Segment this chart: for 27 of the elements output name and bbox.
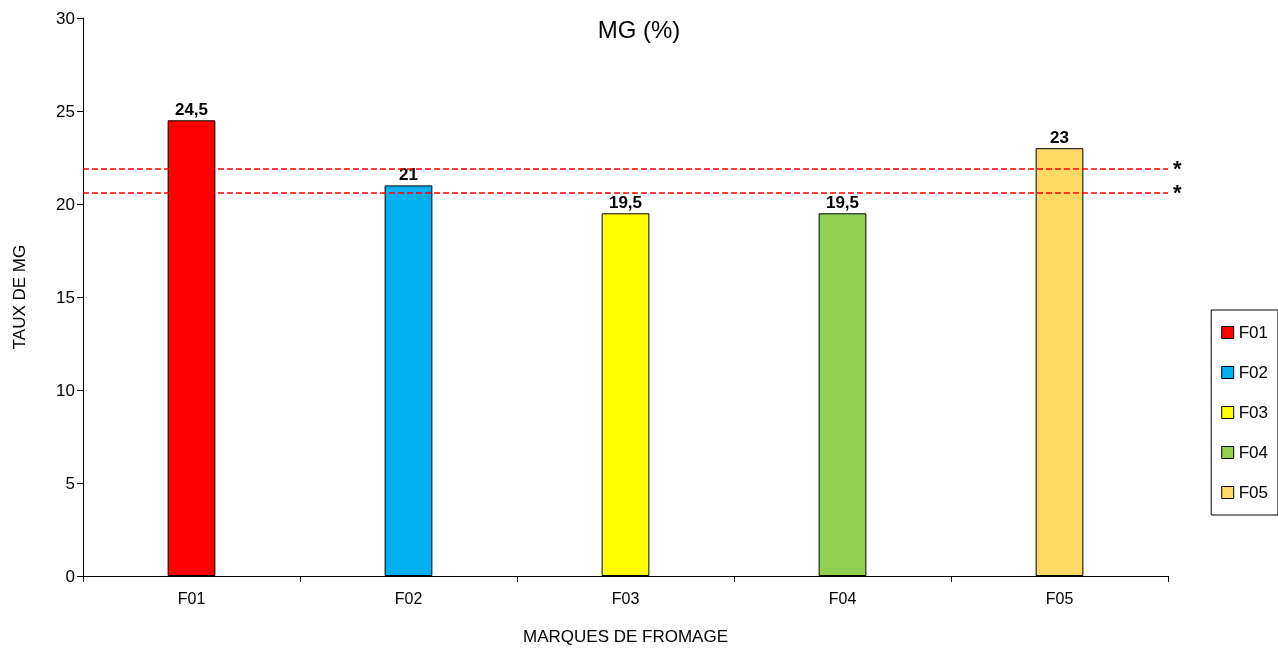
- y-tick-label: 25: [56, 101, 75, 121]
- x-axis-title: MARQUES DE FROMAGE: [523, 627, 728, 646]
- legend-label: F03: [1238, 403, 1268, 422]
- data-label: 19,5: [825, 193, 860, 213]
- x-tick-label: F04: [828, 589, 857, 607]
- chart-title: MG (%): [597, 15, 681, 43]
- data-label: 23: [1050, 128, 1069, 148]
- legend-label: F02: [1238, 363, 1268, 382]
- legend-label: F04: [1238, 443, 1268, 462]
- ref-line-label: *: [1173, 156, 1182, 182]
- y-tick-label: 5: [65, 473, 75, 493]
- y-axis-title: TAUX DE MG: [10, 244, 29, 350]
- x-tick-label: F01: [177, 589, 206, 607]
- y-tick-label: 0: [65, 566, 75, 586]
- x-tick-label: F03: [611, 589, 640, 607]
- data-label: 21: [399, 165, 418, 185]
- data-label: 19,5: [608, 193, 643, 213]
- y-tick-label: 30: [56, 8, 75, 28]
- y-tick-label: 15: [56, 287, 75, 307]
- ref-line-label: *: [1173, 180, 1182, 206]
- legend-label: F05: [1238, 483, 1268, 502]
- legend-label: F01: [1238, 323, 1268, 342]
- x-tick-label: F05: [1045, 589, 1074, 607]
- y-tick-label: 10: [56, 380, 75, 400]
- x-tick-label: F02: [394, 589, 423, 607]
- y-tick-label: 20: [56, 194, 75, 214]
- data-label: 24,5: [174, 100, 209, 120]
